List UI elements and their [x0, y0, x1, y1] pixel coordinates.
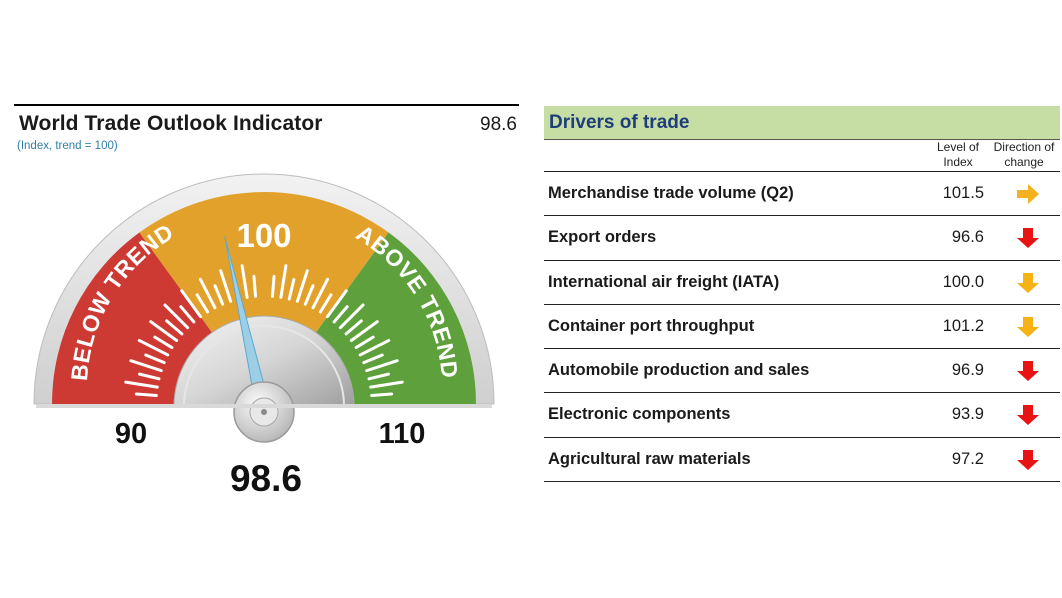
driver-label: Electronic components: [548, 405, 731, 424]
max-label: 110: [379, 418, 426, 450]
trend-label: 100: [236, 217, 291, 254]
gauge-tick: [303, 284, 315, 306]
table-row: Merchandise trade volume (Q2) 101.5: [544, 171, 1060, 215]
arrow-down-icon: [1017, 228, 1039, 249]
indicator-title: World Trade Outlook Indicator: [19, 112, 323, 135]
gauge-tick: [137, 338, 170, 357]
gauge-tick: [134, 392, 158, 398]
drivers-panel: Drivers of trade Level of Index Directio…: [544, 106, 1060, 490]
arrow-down-icon: [1017, 272, 1039, 293]
gauge-tick: [287, 278, 296, 301]
gauge-tick: [369, 380, 404, 389]
gauge-tick: [198, 277, 217, 310]
arrow-down-icon: [1017, 449, 1039, 470]
table-row: Container port throughput 101.2: [544, 303, 1060, 348]
drivers-header: Drivers of trade: [544, 106, 1060, 139]
gauge-tick: [179, 305, 196, 324]
gauge-tick: [180, 289, 203, 319]
gauge-tick: [311, 277, 330, 310]
gauge-tick: [124, 380, 159, 389]
drivers-table: Merchandise trade volume (Q2) 101.5 Expo…: [544, 171, 1060, 483]
header-rule: [544, 139, 1060, 140]
reading-label: 98.6: [230, 458, 302, 499]
arrow-right-icon: [1017, 184, 1039, 204]
gauge-tick: [213, 284, 225, 306]
gauge-ticks: [124, 264, 404, 398]
gauge-tick: [358, 338, 391, 357]
needle-pivot-dot: [261, 409, 267, 415]
drivers-title: Drivers of trade: [549, 112, 690, 133]
gauge-tick: [367, 372, 390, 381]
driver-value: 96.6: [951, 228, 984, 247]
gauge-tick: [252, 274, 258, 298]
gauge-chart: BELOW TREND ABOVE TREND 100 90 110 98.6: [33, 173, 495, 499]
driver-value: 97.2: [951, 449, 984, 468]
driver-value: 101.2: [942, 316, 984, 335]
column-header-direction: Direction of change: [993, 140, 1055, 169]
gauge-bands: [52, 192, 476, 404]
gauge-tick: [338, 303, 365, 330]
gauge-tick: [344, 319, 363, 336]
gauge-tick: [129, 359, 163, 373]
gauge-tick: [332, 305, 349, 324]
driver-value: 101.5: [942, 184, 984, 202]
driver-label: Merchandise trade volume (Q2): [548, 184, 794, 202]
gauge-tick: [163, 303, 190, 330]
indicator-value: 98.6: [480, 114, 517, 135]
gauge-tick: [270, 274, 276, 298]
indicator-panel: World Trade Outlook Indicator 98.6 (Inde…: [14, 104, 519, 524]
driver-label: International air freight (IATA): [548, 272, 780, 291]
arrow-down-icon: [1017, 316, 1039, 337]
column-header-level: Level of Index: [936, 140, 980, 169]
gauge-tick: [349, 320, 379, 343]
gauge-tick: [149, 320, 179, 343]
driver-value: 100.0: [942, 272, 984, 291]
driver-label: Export orders: [548, 228, 657, 247]
gauge-tick: [153, 335, 174, 350]
gauge-tick: [318, 293, 333, 314]
gauge-tick: [195, 293, 210, 314]
driver-label: Automobile production and sales: [548, 361, 810, 380]
gauge-band-below: [52, 232, 213, 404]
gauge-tick: [219, 269, 233, 303]
arrow-down-icon: [1017, 405, 1039, 426]
gauge-tick: [365, 359, 399, 373]
gauge-band-trend: [139, 192, 389, 333]
gauge-tick: [295, 269, 309, 303]
table-row: Agricultural raw materials 97.2: [544, 436, 1060, 483]
table-row: International air freight (IATA) 100.0: [544, 259, 1060, 304]
gauge-tick: [362, 353, 384, 365]
gauge-tick: [370, 392, 394, 398]
gauge-tick: [240, 264, 249, 299]
gauge-tick: [165, 319, 184, 336]
min-label: 90: [115, 418, 147, 450]
gauge-hub-rim: [183, 325, 345, 407]
gauge-hub: [173, 315, 355, 407]
gauge-tick: [354, 335, 375, 350]
gauge-band-above: [315, 232, 476, 404]
gauge-base: [36, 404, 492, 408]
gauge-tick: [325, 289, 348, 319]
top-rule: [14, 104, 519, 106]
driver-value: 96.9: [951, 361, 984, 380]
table-row: Electronic components 93.9: [544, 392, 1060, 436]
gauge-tick: [138, 372, 161, 381]
driver-value: 93.9: [951, 405, 984, 424]
gauge-tick: [144, 353, 166, 365]
indicator-subtitle: (Index, trend = 100): [17, 140, 118, 152]
driver-label: Container port throughput: [548, 316, 755, 335]
table-row: Automobile production and sales 96.9: [544, 348, 1060, 392]
arrow-down-icon: [1017, 361, 1039, 382]
driver-label: Agricultural raw materials: [548, 449, 751, 468]
gauge-tick: [279, 264, 288, 299]
table-row: Export orders 96.6: [544, 215, 1060, 259]
